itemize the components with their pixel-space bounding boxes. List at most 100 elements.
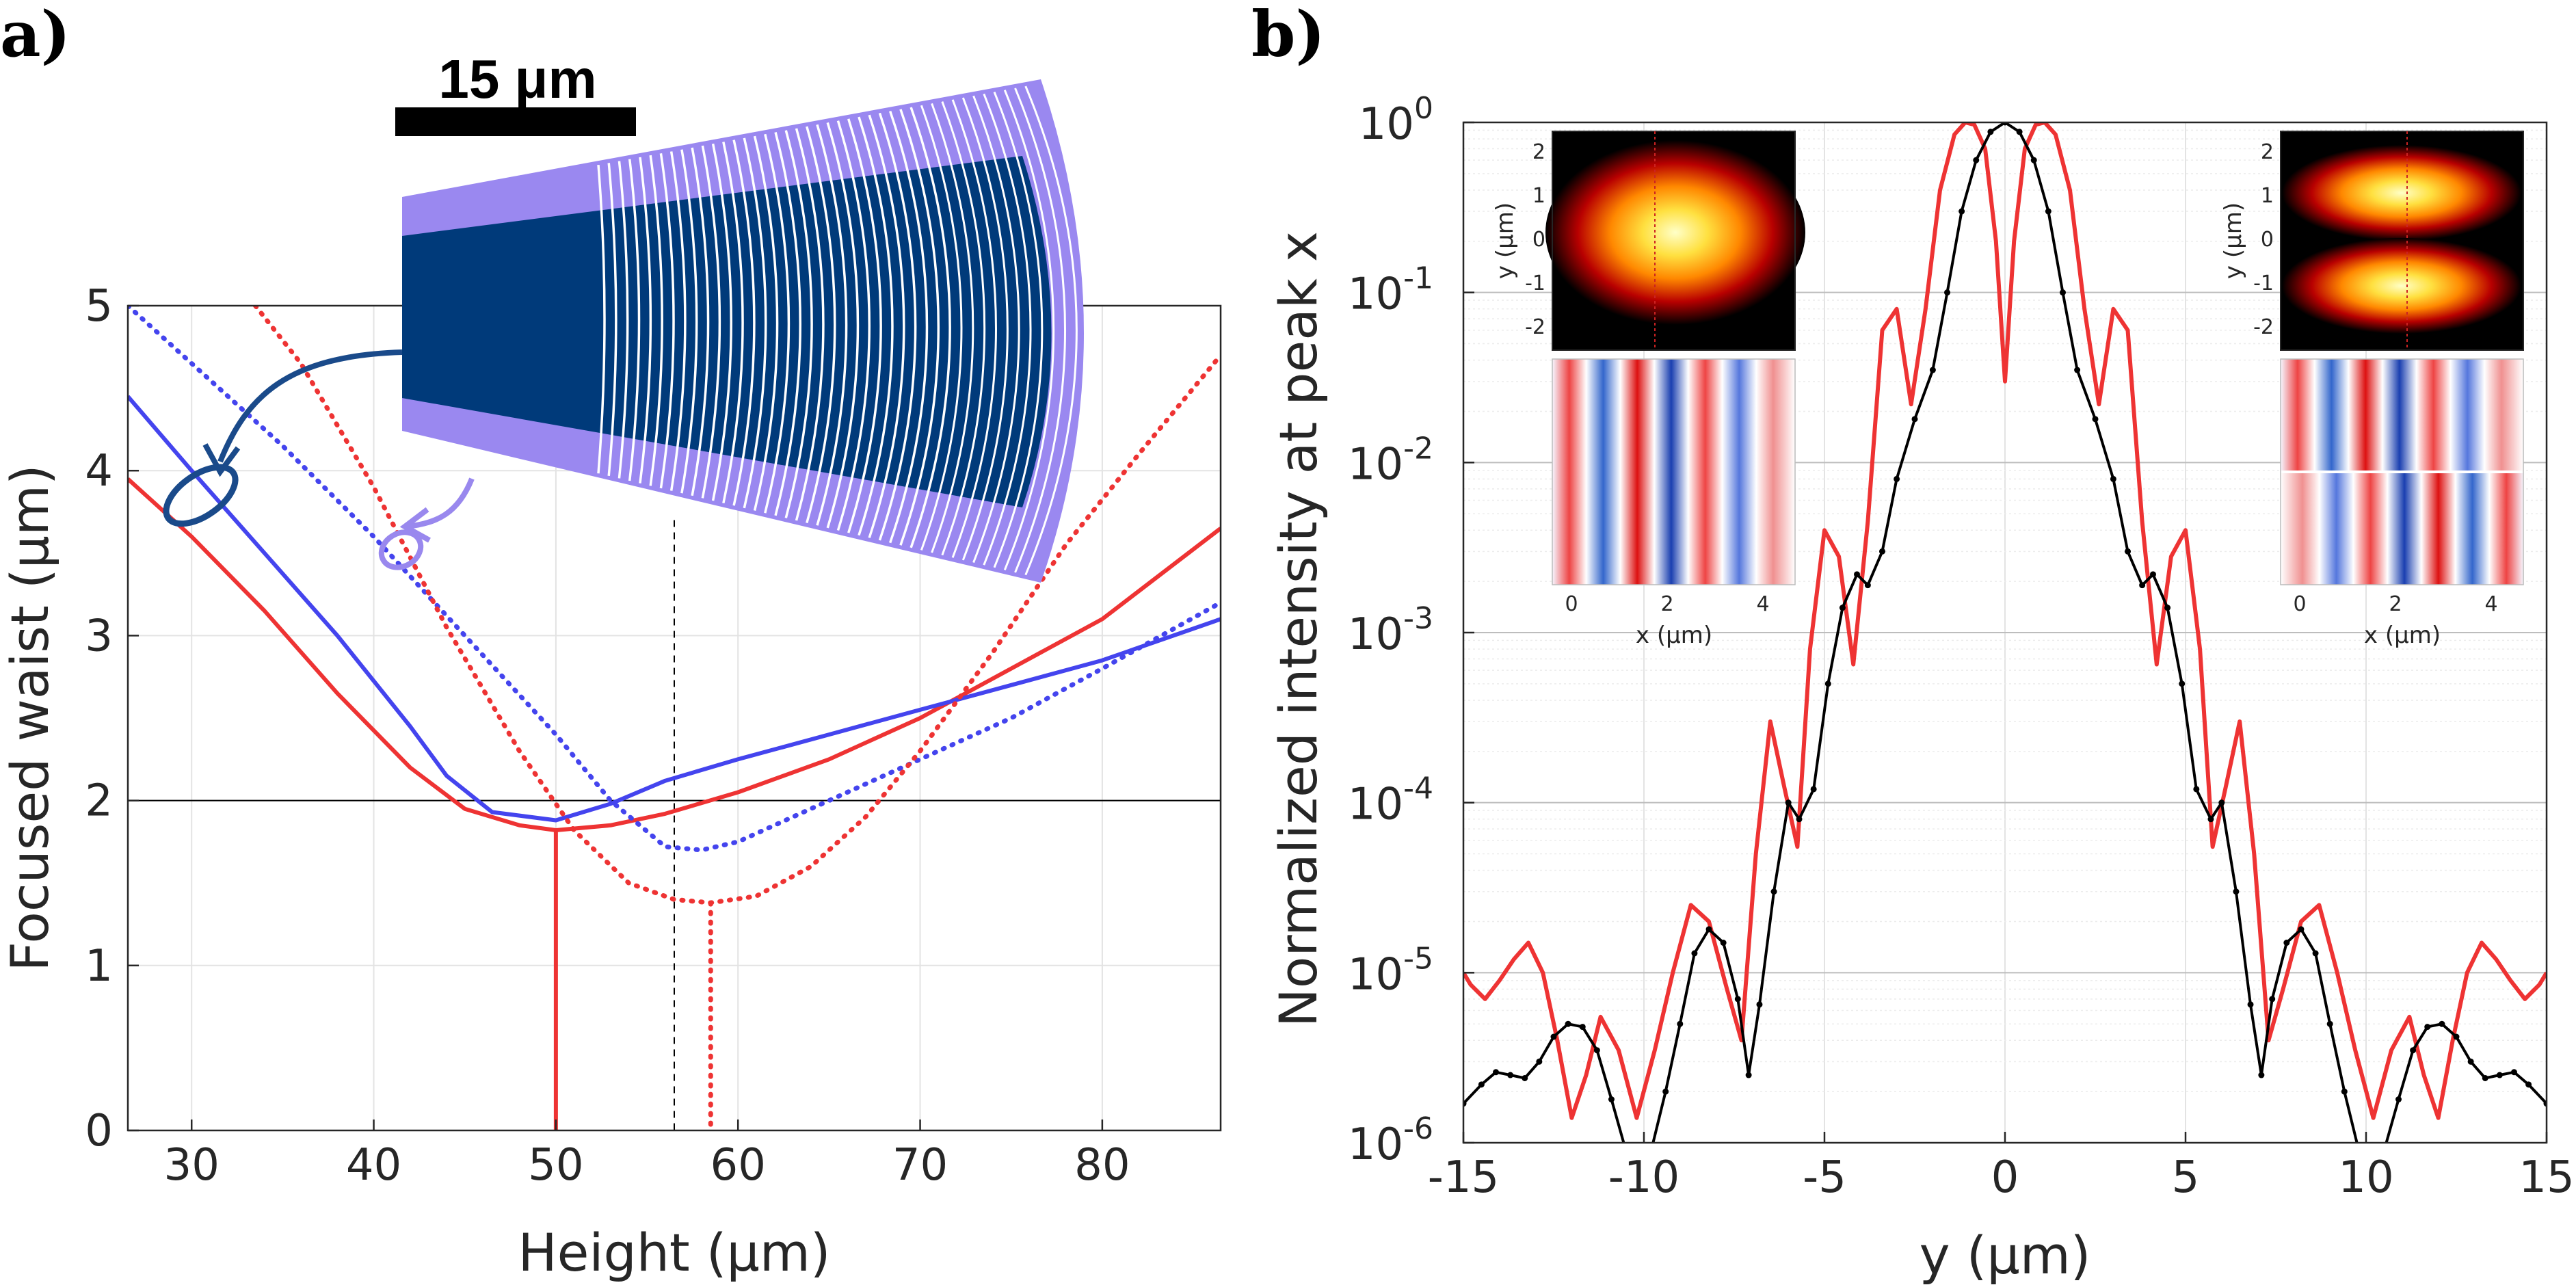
grating-line-37 xyxy=(983,93,1032,566)
point-black xyxy=(2059,289,2066,296)
point-black xyxy=(2030,157,2037,163)
y-tick-label--5: 10-5 xyxy=(1348,941,1433,1000)
inset-y-tick-label: 0 xyxy=(1532,228,1545,252)
grating-line-3 xyxy=(628,159,641,481)
inset-y-tick-label: -2 xyxy=(1525,315,1545,339)
grating-line-21 xyxy=(816,124,848,526)
point-black xyxy=(2092,416,2099,423)
y-tick-exp: -4 xyxy=(1403,771,1433,806)
y-tick-base: 10 xyxy=(1348,949,1403,1000)
left-inset-phase-map xyxy=(1552,359,1795,585)
point-black xyxy=(2298,926,2305,933)
inset-y-tick-label: 0 xyxy=(2261,228,2274,252)
x-tick-label--10: -10 xyxy=(1608,1152,1680,1203)
point-black xyxy=(2283,940,2290,946)
point-black xyxy=(1734,996,1741,1003)
x-tick-label-70: 70 xyxy=(892,1140,948,1191)
inset-y-label: y (μm) xyxy=(2220,202,2247,279)
point-black xyxy=(2258,1072,2265,1078)
point-black xyxy=(2312,950,2319,957)
ticks-a: 30 40 50 60 70 80 0 1 2 3 4 5 xyxy=(85,281,1130,1191)
left-inset: 2 1 0 -1 -2 0 2 4 x (μm) y (μm) xyxy=(1491,131,1805,649)
annotations-a xyxy=(163,349,475,570)
grating-line-15 xyxy=(753,135,779,511)
inset-x-label: x (μm) xyxy=(1636,622,1712,649)
grating-line-6 xyxy=(659,153,675,489)
x-axis-label-a: Height (μm) xyxy=(518,1222,830,1283)
point-black xyxy=(2164,605,2171,611)
panel-label-a: a) xyxy=(0,0,70,71)
y-tick-base: 10 xyxy=(1348,269,1403,320)
grating-line-39 xyxy=(1003,90,1055,571)
left-inset-ticks: 2 1 0 -1 -2 0 2 4 x (μm) y (μm) xyxy=(1491,140,1770,649)
y-tick-exp: -3 xyxy=(1403,601,1433,636)
light-purple-arrow xyxy=(406,477,475,529)
x-tick-label-30: 30 xyxy=(163,1140,219,1191)
point-black xyxy=(1796,816,1803,823)
grating-line-0 xyxy=(597,165,606,474)
point-black xyxy=(1839,605,1846,611)
grating-line-29 xyxy=(899,109,940,546)
grid-b xyxy=(1463,122,2547,1143)
y-axis-label-a: Focused waist (μm) xyxy=(0,464,60,971)
chart-a: 30 40 50 60 70 80 0 1 2 3 4 5 Height (μm) Focused w… xyxy=(0,281,1222,1283)
x-tick-label-0: 0 xyxy=(1991,1152,2019,1203)
y-tick-exp: -5 xyxy=(1403,941,1433,976)
left-inset-frame-top xyxy=(1552,131,1796,351)
x-tick-label-40: 40 xyxy=(346,1140,401,1191)
grating-line-25 xyxy=(858,116,894,536)
point-black xyxy=(2233,888,2240,895)
point-black xyxy=(2149,571,2156,578)
right-inset-ticks: 2 1 0 -1 -2 0 2 4 x (μm) y (μm) xyxy=(2220,140,2498,649)
grating-line-23 xyxy=(836,120,871,531)
right-inset-spot-upper xyxy=(2282,145,2521,241)
point-black xyxy=(2110,475,2116,482)
point-black xyxy=(2467,1058,2474,1065)
y-tick-base: 10 xyxy=(1348,609,1403,660)
point-black xyxy=(1944,289,1951,296)
point-black xyxy=(1854,571,1861,578)
point-black xyxy=(2139,582,2146,589)
light-purple-arrowhead xyxy=(399,507,431,543)
inset-x-tick-label: 4 xyxy=(1756,592,1769,616)
series-a xyxy=(128,306,1221,1130)
point-black xyxy=(1894,475,1900,482)
y-tick-label--2: 10-2 xyxy=(1348,431,1433,490)
y-axis-label-b: Normalized intensity at peak x xyxy=(1268,231,1329,1027)
right-inset-phase-lower xyxy=(2281,472,2523,585)
point-black xyxy=(1662,1088,1669,1095)
point-black xyxy=(1565,1020,1571,1027)
inset-y-tick-label: 1 xyxy=(2261,184,2274,208)
grating-line-13 xyxy=(732,140,756,506)
point-black xyxy=(1864,582,1871,589)
grating-line-8 xyxy=(680,149,698,494)
grating-line-18 xyxy=(784,130,813,518)
point-black xyxy=(1745,1072,1752,1078)
right-inset-node-line xyxy=(2281,471,2523,473)
y-tick-label-5: 5 xyxy=(85,281,113,332)
point-black xyxy=(2207,816,2214,823)
point-black xyxy=(1507,1072,1514,1078)
point-black xyxy=(2016,129,2023,135)
y-tick-label-0: 0 xyxy=(85,1106,113,1156)
y-tick-exp: -1 xyxy=(1403,261,1433,296)
point-black xyxy=(2424,1024,2431,1031)
line-blue-solid xyxy=(128,395,1221,823)
y-tick-label--3: 10-3 xyxy=(1348,601,1433,660)
point-black xyxy=(2510,1069,2517,1076)
y-tick-exp: -2 xyxy=(1403,431,1433,466)
grating-line-28 xyxy=(889,111,929,544)
y-tick-label-4: 4 xyxy=(85,446,113,496)
y-tick-base: 10 xyxy=(1348,780,1403,830)
line-red xyxy=(1463,122,2547,1120)
grating-line-24 xyxy=(847,118,882,533)
dark-blue-arrowhead xyxy=(202,443,241,477)
point-black xyxy=(2179,680,2186,687)
x-tick-label--15: -15 xyxy=(1428,1152,1500,1203)
grating-line-31 xyxy=(920,105,963,551)
point-black xyxy=(2045,208,2051,215)
right-inset-frame-top xyxy=(2280,131,2524,351)
point-black xyxy=(2269,996,2276,1003)
line-red-solid xyxy=(128,477,1221,832)
